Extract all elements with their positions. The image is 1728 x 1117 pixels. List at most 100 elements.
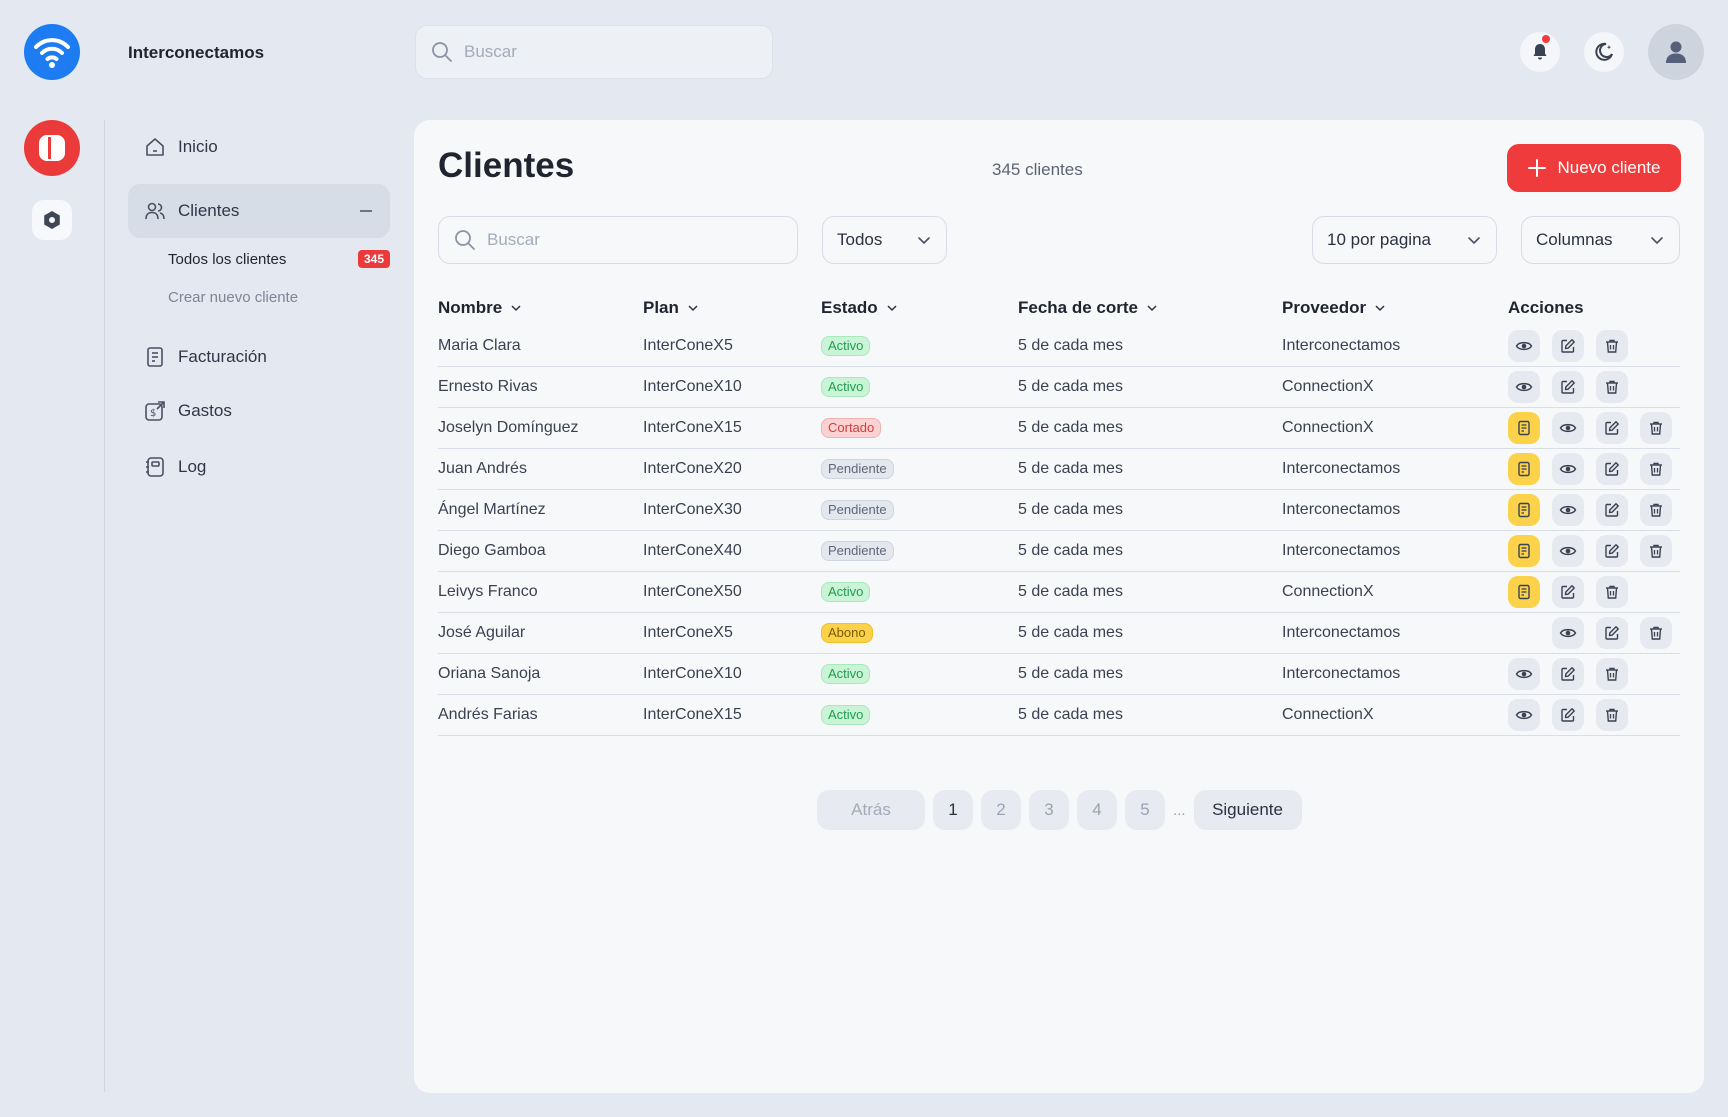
column-header-plan[interactable]: Plan bbox=[643, 298, 821, 318]
invoice-button[interactable] bbox=[1508, 453, 1540, 485]
column-header-label: Acciones bbox=[1508, 298, 1584, 317]
column-header-label: Nombre bbox=[438, 298, 503, 317]
status-filter-select[interactable]: Todos bbox=[822, 216, 947, 264]
trash-button[interactable] bbox=[1596, 699, 1628, 731]
sidebar-item-gastos[interactable]: $ Gastos bbox=[128, 384, 390, 438]
per-page-select[interactable]: 10 por pagina bbox=[1312, 216, 1497, 264]
trash-button[interactable] bbox=[1640, 412, 1672, 444]
notifications-button[interactable] bbox=[1520, 32, 1560, 72]
app-switcher-button[interactable] bbox=[24, 120, 80, 176]
view-button[interactable] bbox=[1552, 453, 1584, 485]
column-header-estado[interactable]: Estado bbox=[821, 298, 1018, 318]
view-button[interactable] bbox=[1508, 658, 1540, 690]
cell-proveedor: Interconectamos bbox=[1282, 542, 1401, 559]
trash-icon bbox=[1606, 708, 1618, 722]
pagination-page-1[interactable]: 1 bbox=[933, 790, 973, 830]
table-search[interactable] bbox=[438, 216, 798, 264]
status-badge: Pendiente bbox=[821, 459, 894, 479]
invoice-button[interactable] bbox=[1508, 576, 1540, 608]
user-avatar[interactable] bbox=[1648, 24, 1704, 80]
cell-fecha-corte: 5 de cada mes bbox=[1018, 378, 1123, 395]
view-button[interactable] bbox=[1508, 699, 1540, 731]
settings-button[interactable] bbox=[32, 200, 72, 240]
sidebar-item-inicio[interactable]: Inicio bbox=[128, 120, 390, 174]
edit-button[interactable] bbox=[1596, 617, 1628, 649]
column-header-nombre[interactable]: Nombre bbox=[438, 298, 643, 318]
edit-icon bbox=[1561, 339, 1575, 353]
pagination-page-5[interactable]: 5 bbox=[1125, 790, 1165, 830]
table-row[interactable]: Andrés Farias InterConeX15 Activo 5 de cada… bbox=[438, 695, 1680, 736]
trash-button[interactable] bbox=[1640, 453, 1672, 485]
trash-button[interactable] bbox=[1596, 576, 1628, 608]
theme-toggle-button[interactable] bbox=[1584, 32, 1624, 72]
app-logo[interactable] bbox=[24, 24, 80, 80]
edit-button[interactable] bbox=[1596, 535, 1628, 567]
global-search-input[interactable] bbox=[464, 42, 744, 62]
eye-icon bbox=[1559, 628, 1577, 638]
user-icon bbox=[1666, 41, 1686, 63]
invoice-button[interactable] bbox=[1508, 535, 1540, 567]
cell-nombre: José Aguilar bbox=[438, 624, 526, 641]
sidebar-item-clientes[interactable]: Clientes bbox=[128, 184, 390, 238]
edit-button[interactable] bbox=[1552, 330, 1584, 362]
pagination-next-button[interactable]: Siguiente bbox=[1193, 790, 1302, 830]
edit-button[interactable] bbox=[1596, 494, 1628, 526]
view-button[interactable] bbox=[1552, 617, 1584, 649]
view-button[interactable] bbox=[1508, 330, 1540, 362]
cell-plan: InterConeX10 bbox=[643, 665, 742, 682]
edit-button[interactable] bbox=[1596, 453, 1628, 485]
table-row[interactable]: Maria Clara InterConeX5 Activo 5 de cada me… bbox=[438, 326, 1680, 367]
columns-select[interactable]: Columnas bbox=[1521, 216, 1680, 264]
receipt-icon bbox=[147, 347, 163, 367]
cell-estado: Activo bbox=[821, 664, 1018, 684]
rail-divider bbox=[104, 120, 105, 1092]
trash-button[interactable] bbox=[1640, 535, 1672, 567]
edit-button[interactable] bbox=[1552, 576, 1584, 608]
status-badge: Pendiente bbox=[821, 500, 894, 520]
pagination-prev-button[interactable]: Atrás bbox=[817, 790, 925, 830]
table-row[interactable]: Oriana Sanoja InterConeX10 Activo 5 de cada… bbox=[438, 654, 1680, 695]
edit-button[interactable] bbox=[1552, 699, 1584, 731]
trash-button[interactable] bbox=[1596, 371, 1628, 403]
trash-button[interactable] bbox=[1596, 658, 1628, 690]
table-row[interactable]: Leivys Franco InterConeX50 Activo 5 de cada… bbox=[438, 572, 1680, 613]
table-search-input[interactable] bbox=[487, 230, 737, 250]
trash-button[interactable] bbox=[1596, 330, 1628, 362]
trash-button[interactable] bbox=[1640, 617, 1672, 649]
column-header-proveedor[interactable]: Proveedor bbox=[1282, 298, 1508, 318]
edit-button[interactable] bbox=[1552, 371, 1584, 403]
table-row[interactable]: Joselyn Domínguez InterConeX15 Cortado 5 de… bbox=[438, 408, 1680, 449]
edit-button[interactable] bbox=[1552, 658, 1584, 690]
table-row[interactable]: Diego Gamboa InterConeX40 Pendiente 5 de ca… bbox=[438, 531, 1680, 572]
pagination-page-4[interactable]: 4 bbox=[1077, 790, 1117, 830]
trash-button[interactable] bbox=[1640, 494, 1672, 526]
sidebar-item-log[interactable]: Log bbox=[128, 440, 390, 494]
view-button[interactable] bbox=[1552, 494, 1584, 526]
global-search[interactable] bbox=[415, 25, 773, 79]
cell-proveedor: Interconectamos bbox=[1282, 337, 1401, 354]
app-panel-icon bbox=[39, 135, 65, 161]
edit-button[interactable] bbox=[1596, 412, 1628, 444]
new-client-button[interactable]: Nuevo cliente bbox=[1507, 144, 1681, 192]
trash-icon bbox=[1650, 544, 1662, 558]
table-row[interactable]: Ernesto Rivas InterConeX10 Activo 5 de cada… bbox=[438, 367, 1680, 408]
pagination-page-3[interactable]: 3 bbox=[1029, 790, 1069, 830]
cell-fecha-corte: 5 de cada mes bbox=[1018, 501, 1123, 518]
table-row[interactable]: Juan Andrés InterConeX20 Pendiente 5 de cad… bbox=[438, 449, 1680, 490]
collapse-icon[interactable] bbox=[360, 210, 372, 212]
status-badge: Activo bbox=[821, 336, 871, 356]
column-header-fecha[interactable]: Fecha de corte bbox=[1018, 298, 1282, 318]
invoice-button[interactable] bbox=[1508, 412, 1540, 444]
table-row[interactable]: José Aguilar InterConeX5 Abono 5 de cada me… bbox=[438, 613, 1680, 654]
invoice-button[interactable] bbox=[1508, 494, 1540, 526]
view-button[interactable] bbox=[1508, 371, 1540, 403]
cell-estado: Activo bbox=[821, 377, 1018, 397]
sidebar-subitem-todos[interactable]: Todos los clientes 345 bbox=[128, 240, 390, 278]
view-button[interactable] bbox=[1552, 412, 1584, 444]
cell-estado: Abono bbox=[821, 623, 1018, 643]
pagination-page-2[interactable]: 2 bbox=[981, 790, 1021, 830]
sidebar-item-facturacion[interactable]: Facturación bbox=[128, 330, 390, 384]
sidebar-subitem-crear[interactable]: Crear nuevo cliente bbox=[128, 278, 390, 316]
table-row[interactable]: Ángel Martínez InterConeX30 Pendiente 5 de … bbox=[438, 490, 1680, 531]
view-button[interactable] bbox=[1552, 535, 1584, 567]
